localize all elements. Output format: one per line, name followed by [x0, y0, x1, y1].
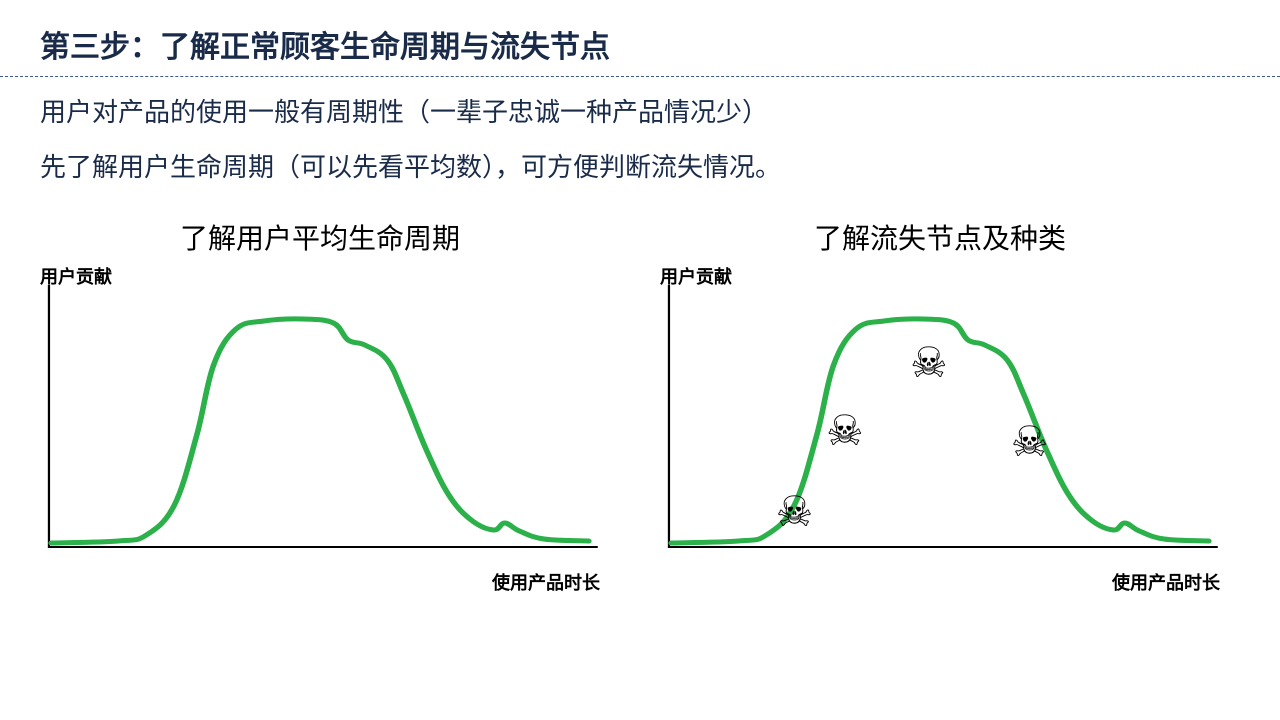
intro-line-1: 用户对产品的使用一般有周期性（一辈子忠诚一种产品情况少） [40, 93, 1280, 132]
chart-right: 了解流失节点及种类 用户贡献 使用产品时长 ☠☠☠☠ [660, 217, 1220, 567]
charts-row: 了解用户平均生命周期 用户贡献 使用产品时长 了解流失节点及种类 用户贡献 使用… [0, 187, 1280, 567]
chart-left-svg [40, 285, 600, 555]
chart-right-svg [660, 285, 1220, 555]
chart-left-title: 了解用户平均生命周期 [40, 217, 600, 257]
page-title: 第三步：了解正常顾客生命周期与流失节点 [0, 0, 1280, 76]
chart-right-area: 用户贡献 使用产品时长 ☠☠☠☠ [660, 267, 1220, 567]
chart-right-x-label: 使用产品时长 [1112, 569, 1220, 595]
skull-icon: ☠ [826, 410, 864, 452]
skull-icon: ☠ [776, 491, 814, 533]
intro-line-2: 先了解用户生命周期（可以先看平均数），可方便判断流失情况。 [40, 148, 1280, 187]
chart-left-area: 用户贡献 使用产品时长 [40, 267, 600, 567]
intro-text: 用户对产品的使用一般有周期性（一辈子忠诚一种产品情况少） 先了解用户生命周期（可… [0, 93, 1280, 187]
title-divider [0, 76, 1280, 77]
chart-left: 了解用户平均生命周期 用户贡献 使用产品时长 [40, 217, 600, 567]
skull-icon: ☠ [910, 342, 948, 384]
chart-right-title: 了解流失节点及种类 [660, 217, 1220, 257]
skull-icon: ☠ [1011, 421, 1049, 463]
chart-left-x-label: 使用产品时长 [492, 569, 600, 595]
